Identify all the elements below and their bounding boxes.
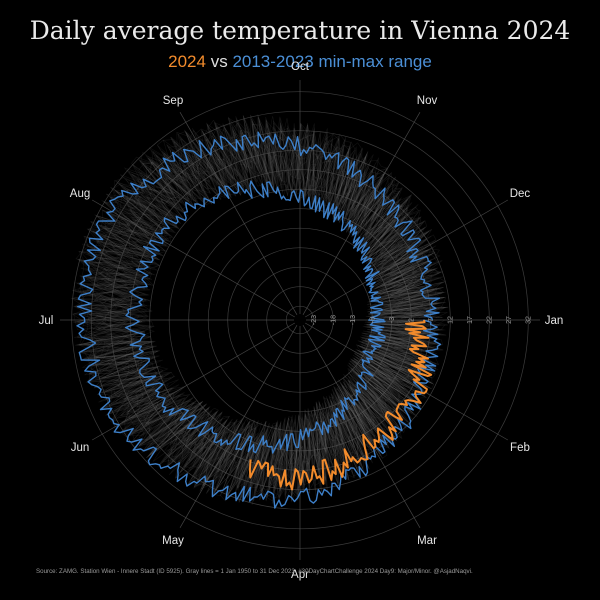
month-label: May (162, 535, 184, 547)
series-line-2013-2023-min (125, 180, 386, 454)
grid-layer (60, 80, 540, 560)
chart-subtitle: 2024 vs 2013-2023 min-max range (0, 52, 600, 72)
history-line (75, 114, 446, 500)
month-label: Mar (417, 535, 437, 547)
grid-spoke (179, 325, 298, 529)
month-label: Oct (291, 61, 310, 73)
grid-spoke (91, 199, 295, 318)
month-label: Sep (163, 95, 183, 107)
month-label: Jan (545, 315, 564, 327)
label-layer: Jan Feb Mar Apr May Jun Jul Aug Sep Oct Nov Dec -23 -… (39, 61, 564, 581)
radial-tick-label: 2 (408, 318, 415, 322)
grid-spoke (305, 199, 509, 318)
grid-spoke (302, 111, 421, 315)
history-line (72, 123, 445, 503)
history-line (78, 125, 442, 498)
chart-title: Daily average temperature in Vienna 2024 (29, 16, 571, 45)
history-line (77, 115, 447, 493)
radial-tick-label: 12 (447, 316, 454, 324)
history-line (73, 118, 445, 502)
radial-tick-label: 32 (525, 316, 532, 324)
month-label: Feb (510, 442, 530, 454)
history-line (73, 118, 440, 502)
subtitle-year-label: 2024 (168, 52, 206, 71)
subtitle-range-label: 2013-2023 min-max range (232, 52, 432, 71)
month-label: Jun (71, 442, 90, 454)
history-line (81, 123, 447, 503)
radial-tick-label: -18 (330, 315, 337, 325)
source-caption: Source: ZAMG. Station Wien - Innere Stad… (36, 568, 473, 575)
history-line (86, 133, 444, 499)
month-label: Dec (510, 188, 531, 200)
month-label: Apr (291, 569, 309, 581)
history-line (80, 116, 446, 499)
radial-tick-label: -3 (389, 317, 396, 323)
history-line (73, 119, 444, 501)
series-line-2024 (248, 319, 433, 491)
history-line (81, 115, 445, 503)
radial-tick-label: -13 (350, 315, 357, 325)
radial-tick-label: 27 (506, 316, 513, 324)
radial-tick-label: -23 (311, 315, 318, 325)
grid-spoke (302, 325, 421, 529)
grid-spoke (305, 322, 509, 441)
history-line (76, 117, 449, 494)
history-line (80, 116, 447, 498)
radial-tick-label: 22 (486, 316, 493, 324)
history-line (71, 122, 440, 497)
grid-spoke (91, 322, 295, 441)
radial-tick-label: 7 (428, 318, 435, 322)
subtitle-vs-label: vs (210, 52, 228, 71)
radial-tick-label: -8 (369, 317, 376, 323)
month-label: Jul (39, 315, 54, 327)
history-line (70, 123, 446, 500)
history-line (75, 128, 440, 499)
history-line (80, 117, 436, 494)
history-line (82, 116, 444, 503)
month-label: Nov (417, 95, 438, 107)
month-label: Aug (70, 188, 90, 200)
radial-tick-label: 17 (467, 316, 474, 324)
series-layer (76, 131, 442, 509)
